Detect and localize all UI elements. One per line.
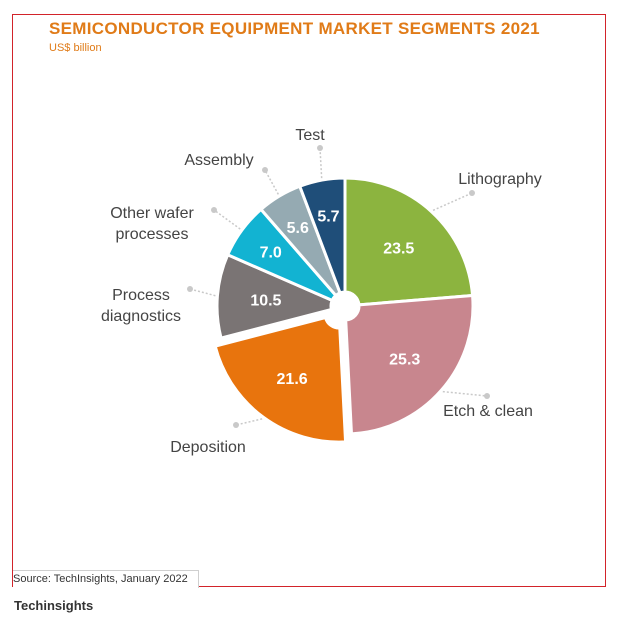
leader-line bbox=[442, 390, 488, 397]
slice-value-label: 23.5 bbox=[383, 241, 414, 258]
leader-dot bbox=[233, 422, 239, 428]
slice-value-label: 25.3 bbox=[389, 351, 420, 368]
slice-value-label: 21.6 bbox=[277, 371, 308, 388]
leader-dot bbox=[484, 393, 490, 399]
leader-line bbox=[235, 418, 263, 426]
leader-line bbox=[264, 169, 280, 195]
leader-line bbox=[319, 147, 323, 179]
slice-value-label: 5.6 bbox=[287, 220, 309, 237]
slice-value-label: 5.7 bbox=[317, 208, 339, 225]
slice-category-label: Etch & clean bbox=[443, 403, 533, 420]
slice-category-label: Deposition bbox=[170, 439, 246, 456]
leader-line bbox=[213, 209, 241, 230]
leader-dot bbox=[317, 145, 323, 151]
leader-dot bbox=[262, 167, 268, 173]
slice-value-label: 10.5 bbox=[250, 293, 281, 310]
slice-category-label: Assembly bbox=[184, 152, 253, 169]
leader-dot bbox=[187, 286, 193, 292]
chart-frame: SEMICONDUCTOR EQUIPMENT MARKET SEGMENTS … bbox=[12, 14, 606, 588]
leader-dot bbox=[469, 190, 475, 196]
leader-line bbox=[432, 192, 473, 212]
pie-slice-etch-clean bbox=[344, 293, 475, 436]
chart-title: SEMICONDUCTOR EQUIPMENT MARKET SEGMENTS … bbox=[49, 19, 540, 38]
pie-slice-deposition bbox=[213, 315, 348, 444]
pie-center-hole bbox=[331, 292, 359, 320]
slice-category-label: Test bbox=[295, 127, 325, 144]
slice-category-label: Other wafer processes bbox=[110, 205, 194, 243]
leader-dot bbox=[211, 207, 217, 213]
slice-value-label: 7.0 bbox=[260, 244, 282, 261]
chart-subtitle: US$ billion bbox=[49, 42, 102, 54]
leader-line bbox=[189, 288, 216, 297]
slice-category-label: Lithography bbox=[458, 171, 542, 188]
image-credit: Techinsights bbox=[14, 598, 94, 613]
slice-category-label: Process diagnostics bbox=[101, 287, 181, 325]
source-note: Source: TechInsights, January 2022 bbox=[13, 570, 199, 588]
